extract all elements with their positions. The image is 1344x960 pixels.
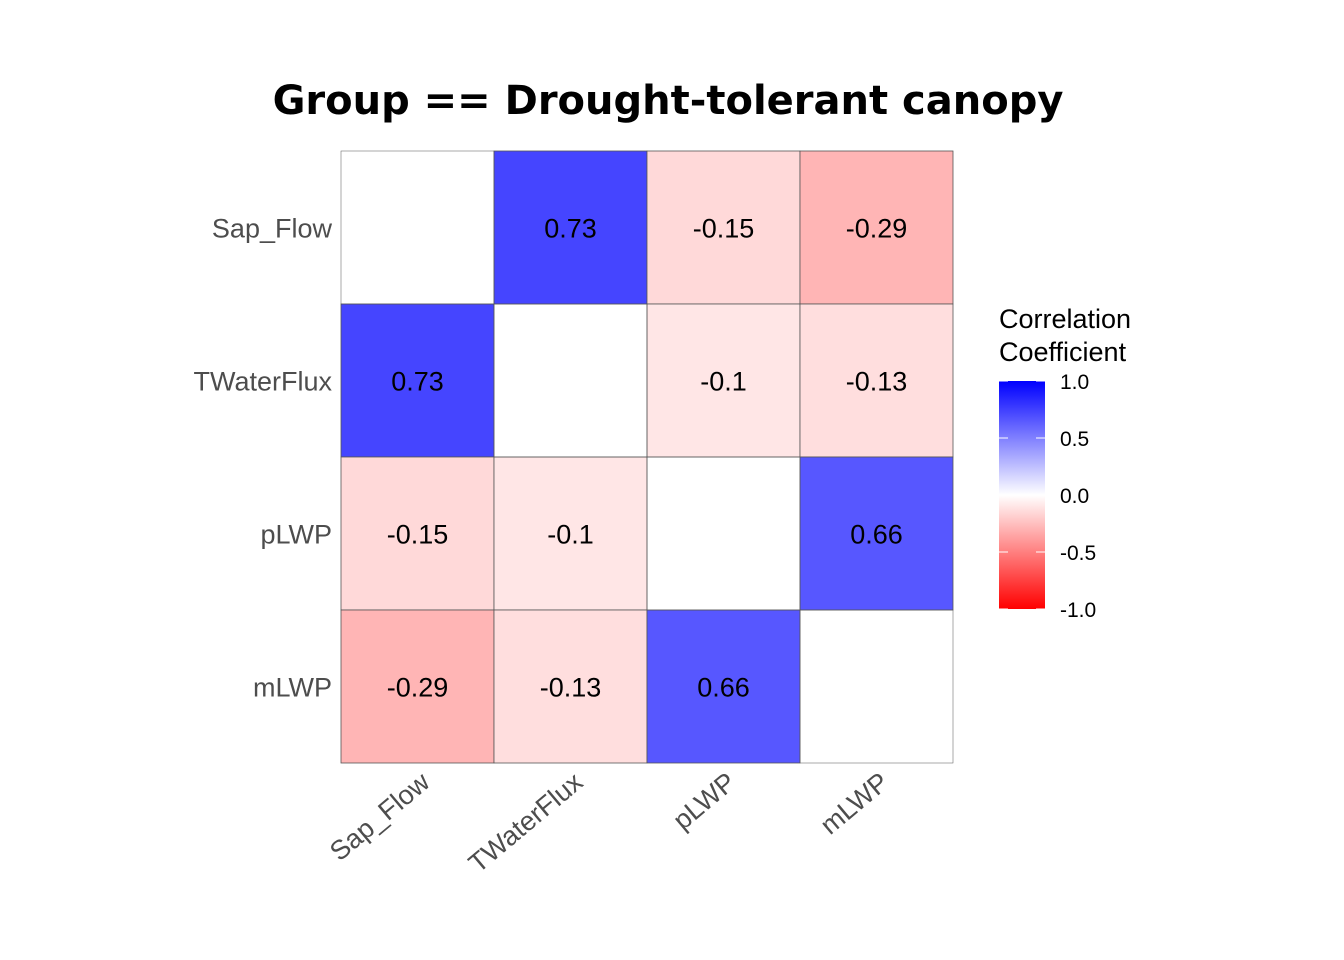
legend-tick-label: -0.5: [1060, 542, 1096, 565]
diagonal-cell: [493, 303, 648, 458]
y-tick-label: Sap_Flow: [212, 214, 333, 244]
chart-title: Group == Drought-tolerant canopy: [273, 78, 1064, 124]
legend-tick-label: 0.0: [1060, 485, 1089, 508]
heatmap-cells: 0.73 -0.15 -0.29 0.73 -0.1 -0.13 -0.15 -0.1 0.66…: [340, 150, 954, 764]
x-tick-label: pLWP: [667, 767, 741, 836]
legend-title: Coefficient: [999, 337, 1127, 367]
y-tick-label: pLWP: [260, 520, 332, 550]
heatmap-cell: [646, 303, 801, 458]
heatmap-cell: [340, 303, 495, 458]
legend-tick-label: -1.0: [1060, 599, 1096, 622]
y-axis-labels: Sap_Flow TWaterFlux pLWP mLWP: [193, 214, 332, 703]
cell-value-label: 0.66: [850, 520, 903, 550]
legend-tick-label: 1.0: [1060, 371, 1089, 394]
x-axis-labels: Sap_Flow TWaterFlux pLWP mLWP: [324, 766, 894, 878]
cell-value-label: -0.13: [540, 673, 602, 703]
legend-title: Correlation: [999, 304, 1131, 334]
y-tick-label: TWaterFlux: [193, 367, 332, 397]
heatmap-cell: [646, 150, 801, 305]
cell-value-label: 0.66: [697, 673, 750, 703]
x-tick-label: mLWP: [815, 767, 895, 841]
x-tick-label: Sap_Flow: [324, 766, 436, 866]
heatmap-cell: [799, 150, 954, 305]
cell-value-label: -0.29: [387, 673, 449, 703]
heatmap-cell: [799, 303, 954, 458]
cell-value-label: 0.73: [391, 367, 444, 397]
cell-value-label: -0.29: [846, 214, 908, 244]
heatmap-cell: [340, 609, 495, 764]
heatmap-cell: [340, 456, 495, 611]
cell-value-label: -0.15: [693, 214, 755, 244]
heatmap-cell: [493, 150, 648, 305]
heatmap-cell: [493, 456, 648, 611]
y-tick-label: mLWP: [253, 673, 332, 703]
cell-value-label: -0.15: [387, 520, 449, 550]
cell-value-label: -0.1: [700, 367, 747, 397]
cell-value-label: 0.73: [544, 214, 597, 244]
heatmap-cell: [646, 609, 801, 764]
diagonal-cell: [646, 456, 801, 611]
cell-value-label: -0.1: [547, 520, 594, 550]
x-tick-label: TWaterFlux: [463, 766, 589, 878]
diagonal-cell: [340, 150, 495, 305]
diagonal-cell: [799, 609, 954, 764]
legend-tick-label: 0.5: [1060, 428, 1089, 451]
cell-value-label: -0.13: [846, 367, 908, 397]
